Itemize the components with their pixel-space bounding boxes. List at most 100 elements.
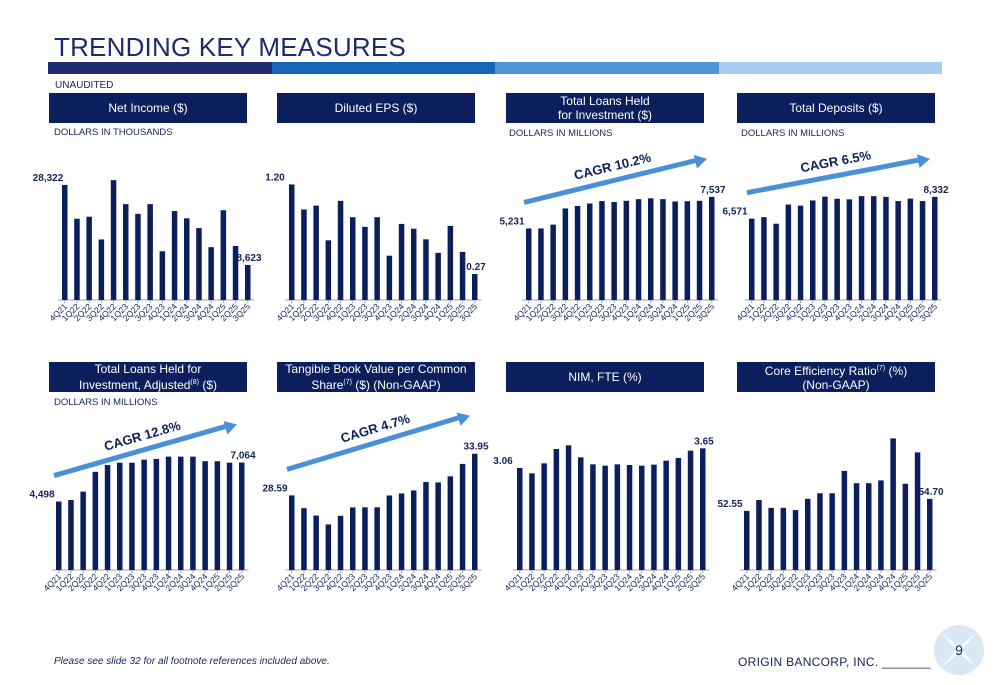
bar-1Q23 <box>587 203 593 300</box>
bar-1Q24 <box>858 196 865 300</box>
bar-2Q23 <box>135 213 141 300</box>
data-label: 8,332 <box>923 185 948 196</box>
header-text: Total Loans Held for Investment, Adjusted… <box>79 362 217 392</box>
bar-3Q25 <box>700 448 706 570</box>
bar-4Q23 <box>386 495 393 570</box>
bar-1Q25 <box>684 201 691 300</box>
header-total-loans: Total Loans Held for Investment ($) <box>506 93 704 123</box>
bar-4Q22 <box>337 200 344 300</box>
bar-4Q23 <box>153 458 160 570</box>
bar-3Q25 <box>709 196 715 300</box>
bar-3Q24 <box>878 480 884 570</box>
data-label: 8,623 <box>236 253 261 264</box>
bar-1Q24 <box>398 223 405 300</box>
bar-3Q24 <box>196 228 202 300</box>
bar-3Q22 <box>92 471 99 570</box>
chart-total-deposits: 4Q216,5711Q222Q223Q224Q221Q232Q233Q234Q2… <box>722 147 948 323</box>
bar-4Q22 <box>565 445 572 570</box>
bar-3Q25 <box>472 274 478 300</box>
bar-2Q24 <box>639 465 645 570</box>
cagr-arrow-shaft <box>53 423 228 478</box>
header-text: Total Loans Held for Investment ($) <box>557 94 653 122</box>
bar-3Q24 <box>883 196 889 300</box>
page-title: TRENDING KEY MEASURES <box>54 32 406 62</box>
strip-segment-4 <box>718 62 942 74</box>
data-label: 5,231 <box>499 216 524 227</box>
bar-4Q24 <box>663 460 669 570</box>
header-text: Net Income ($) <box>108 101 188 115</box>
bar-1Q25 <box>907 198 914 300</box>
bar-1Q22 <box>761 217 767 300</box>
chart-total-loans: 4Q215,2311Q222Q223Q224Q221Q232Q233Q234Q2… <box>499 150 725 324</box>
bar-2Q23 <box>362 507 368 570</box>
bar-3Q22 <box>562 208 569 300</box>
bar-1Q24 <box>398 493 405 570</box>
header-text: Diluted EPS ($) <box>334 101 418 115</box>
data-label: 33.95 <box>463 442 488 453</box>
data-label: 0.27 <box>466 262 486 273</box>
bar-1Q22 <box>74 218 80 300</box>
bar-3Q24 <box>651 464 657 570</box>
bar-4Q23 <box>159 251 166 300</box>
bar-2Q25 <box>232 245 239 300</box>
bar-3Q23 <box>374 217 380 300</box>
cagr-arrow-head <box>456 412 470 426</box>
bar-4Q21 <box>56 501 62 570</box>
units-loans-adjusted: DOLLARS IN MILLIONS <box>54 397 158 408</box>
bar-3Q23 <box>829 493 835 570</box>
bar-4Q22 <box>574 205 581 300</box>
bar-3Q23 <box>611 202 617 300</box>
header-total-deposits: Total Deposits ($) <box>737 93 935 123</box>
footnote-ref: (8) <box>190 379 199 386</box>
bar-2Q23 <box>362 226 368 300</box>
bar-1Q25 <box>902 483 909 570</box>
header-diluted-eps: Diluted EPS ($) <box>277 93 475 123</box>
bar-1Q24 <box>635 199 642 300</box>
cagr-arrow-head <box>223 421 237 435</box>
bar-4Q21 <box>289 495 295 570</box>
bar-3Q25 <box>472 453 478 570</box>
bar-4Q24 <box>202 461 208 570</box>
strip-segment-3 <box>495 62 719 74</box>
bar-3Q23 <box>374 507 380 570</box>
bar-2Q25 <box>914 452 921 570</box>
bar-3Q23 <box>834 198 840 300</box>
bar-4Q21 <box>749 218 755 300</box>
header-nim: NIM, FTE (%) <box>506 362 704 392</box>
title-color-strip <box>48 62 942 74</box>
bar-2Q23 <box>590 464 596 570</box>
bar-3Q23 <box>602 465 608 570</box>
company-name: ORIGIN BANCORP, INC. _______ <box>738 655 931 669</box>
bar-3Q24 <box>423 482 429 570</box>
bar-1Q23 <box>805 498 811 570</box>
bar-1Q25 <box>675 458 682 570</box>
header-net-income: Net Income ($) <box>49 93 247 123</box>
bar-2Q25 <box>919 201 926 300</box>
bar-4Q22 <box>337 515 344 570</box>
chart-tbv: 4Q2128.591Q222Q223Q224Q221Q232Q233Q234Q2… <box>262 411 488 593</box>
bar-2Q24 <box>866 483 872 570</box>
bar-4Q23 <box>386 255 393 300</box>
bar-3Q22 <box>553 449 560 570</box>
footnote-ref: (7) <box>343 379 352 386</box>
strip-segment-2 <box>271 62 495 74</box>
bar-2Q22 <box>541 463 547 570</box>
bar-1Q24 <box>853 483 860 570</box>
header-tbv: Tangible Book Value per Common Share(7) (… <box>277 362 475 392</box>
bar-4Q24 <box>890 438 896 570</box>
bar-4Q24 <box>672 201 678 300</box>
bar-1Q23 <box>350 217 356 300</box>
bar-3Q24 <box>190 456 196 570</box>
units-total-deposits: DOLLARS IN MILLIONS <box>741 128 845 139</box>
chart-efficiency: 4Q2152.551Q222Q223Q224Q221Q232Q233Q234Q2… <box>717 438 944 593</box>
bar-1Q24 <box>165 456 172 570</box>
cagr-arrow <box>746 154 930 196</box>
bar-1Q22 <box>756 500 762 570</box>
data-label: 4,498 <box>29 490 54 501</box>
bar-2Q22 <box>773 223 779 300</box>
bar-2Q24 <box>178 456 184 570</box>
data-label: 52.55 <box>717 499 742 510</box>
bar-4Q23 <box>623 200 630 300</box>
bar-1Q24 <box>171 211 178 300</box>
footnote: Please see slide 32 for all footnote ref… <box>54 656 330 667</box>
